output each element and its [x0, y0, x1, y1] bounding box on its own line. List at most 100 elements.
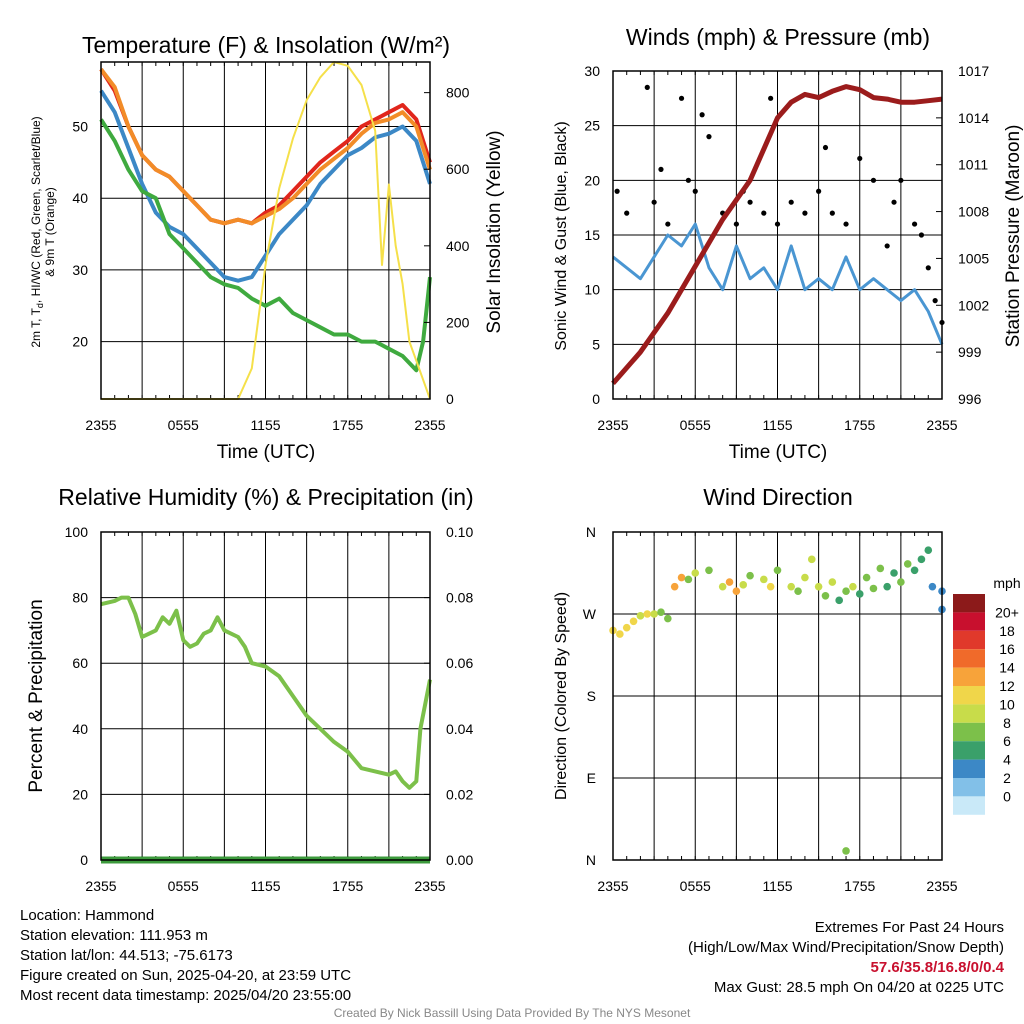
gust-point [685, 177, 691, 183]
temp-ylabel-left-part1: 2m T, T [29, 307, 43, 347]
rh-tick-labels: 2355 0555 1155 1755 2355 0 20 40 60 80 100 0.00 0.02… [65, 524, 474, 894]
temp-ylabel-right: Solar Insolation (Yellow) [484, 130, 505, 333]
rh-y-right-tick-label: 0.08 [446, 590, 473, 606]
temp-y-tick-label: 20 [72, 334, 88, 350]
wind-y-right-tick-label: 1008 [958, 204, 989, 220]
rh-x-tick-label: 0555 [168, 878, 199, 894]
credit-text: Created By Nick Bassill Using Data Provi… [333, 1006, 691, 1020]
temp-x-tick-label: 1155 [250, 417, 280, 433]
wind-y-tick-label: 25 [584, 118, 600, 134]
gust-point [665, 221, 671, 227]
direction-point [801, 573, 809, 582]
direction-point [924, 546, 933, 555]
temp-y-tick-label: 40 [72, 190, 88, 206]
pressure-line [611, 84, 943, 386]
direction-point [794, 587, 802, 596]
direction-point [787, 582, 796, 591]
legend-label: 4 [1003, 752, 1011, 768]
direction-point [910, 566, 919, 575]
gust-point [678, 95, 685, 101]
direction-point [814, 582, 823, 591]
wind-y-right-tick-label: 999 [958, 344, 982, 360]
wind-x-tick-label: 2355 [926, 417, 957, 433]
gust-point [706, 134, 712, 140]
legend-swatch [953, 649, 985, 668]
temp-ylabel-left-sub: d [35, 303, 45, 308]
direction-point [903, 560, 912, 568]
location-text: Location: Hammond [20, 907, 155, 924]
wind-y-tick-label: 0 [592, 391, 600, 407]
legend-label: 12 [999, 678, 1015, 694]
direction-point [890, 569, 898, 577]
wind-panel: Winds (mph) & Pressure (mb) 2355 0555 1155… [553, 24, 1024, 463]
temp-y-tick-label: 50 [72, 119, 88, 135]
rh-gridlines [101, 531, 430, 861]
wind-y-right-tick-label: 1005 [958, 250, 989, 266]
direction-point [629, 617, 638, 626]
direction-point [842, 587, 850, 596]
direction-point [732, 587, 741, 596]
direction-point [759, 575, 768, 584]
temp-tick-labels: 2355 0555 1155 1755 2355 20 30 40 50 0 200 400 600 80… [72, 85, 469, 433]
legend-swatch [953, 630, 985, 650]
direction-point [849, 582, 857, 591]
direction-point [705, 566, 713, 575]
direction-point [657, 608, 665, 616]
temp-x-tick-label: 0555 [168, 417, 199, 433]
extremes-info: Extremes For Past 24 Hours (High/Low/Max… [688, 918, 1004, 998]
rh-y-right-tick-label: 0.04 [446, 721, 473, 737]
direction-point [670, 582, 679, 591]
legend-label: 20+ [995, 604, 1019, 620]
gust-point [829, 210, 835, 216]
gust-point [816, 188, 822, 194]
gust-point [774, 221, 781, 227]
dir-series-group [609, 546, 946, 855]
legend-label: 0 [1003, 788, 1011, 804]
legend-title: mph [993, 575, 1020, 591]
direction-point [855, 590, 864, 598]
extremes-values: 57.6/35.8/16.8/0/0.4 [870, 959, 1004, 976]
rh-x-tick-label: 1155 [250, 878, 280, 894]
gust-point [658, 166, 664, 172]
gust-point [651, 199, 657, 205]
direction-point [928, 582, 937, 591]
temp-series-group [99, 61, 432, 400]
wind-axes-frame [612, 70, 943, 400]
gust-point [891, 199, 897, 205]
sonic-wind-line [612, 222, 944, 345]
rh-y-right-tick-label: 0.00 [446, 852, 473, 868]
temp-axes-frame [100, 61, 431, 400]
direction-point [842, 847, 850, 855]
direction-point [876, 564, 885, 573]
wind-y-right-tick-label: 1002 [958, 297, 989, 313]
dir-y-tick-label: N [586, 852, 596, 868]
gust-point [768, 95, 774, 101]
direction-point [746, 571, 754, 580]
rh-x-tick-label: 2355 [85, 878, 116, 894]
dir-x-tick-label: 2355 [926, 878, 957, 894]
temp-x-tick-label: 1755 [332, 417, 363, 433]
temp-xlabel: Time (UTC) [217, 442, 316, 463]
wind-x-tick-label: 1155 [762, 417, 792, 433]
direction-point [650, 610, 658, 618]
gust-point [747, 199, 753, 205]
wind-y-right-tick-label: 1017 [958, 63, 989, 79]
gust-point [614, 188, 620, 194]
direction-point [828, 578, 837, 586]
gust-point [857, 155, 863, 162]
direction-point [917, 555, 926, 564]
wind-x-tick-label: 0555 [680, 417, 711, 433]
gust-point [692, 188, 698, 194]
direction-point [862, 573, 871, 582]
direction-point [766, 582, 775, 591]
direction-point [677, 573, 686, 582]
gust-point [733, 221, 739, 227]
rh-y-tick-label: 100 [65, 524, 89, 540]
gust-point [843, 221, 849, 227]
dir-x-tick-label: 1755 [844, 878, 875, 894]
speed-legend: mph 20+ 18 16 14 12 10 8 6 4 2 0 [953, 575, 1021, 815]
gust-point [884, 243, 890, 249]
temp-ylabel-left-line2: & 9m T (Orange) [43, 187, 57, 277]
dir-gridlines [613, 532, 942, 860]
